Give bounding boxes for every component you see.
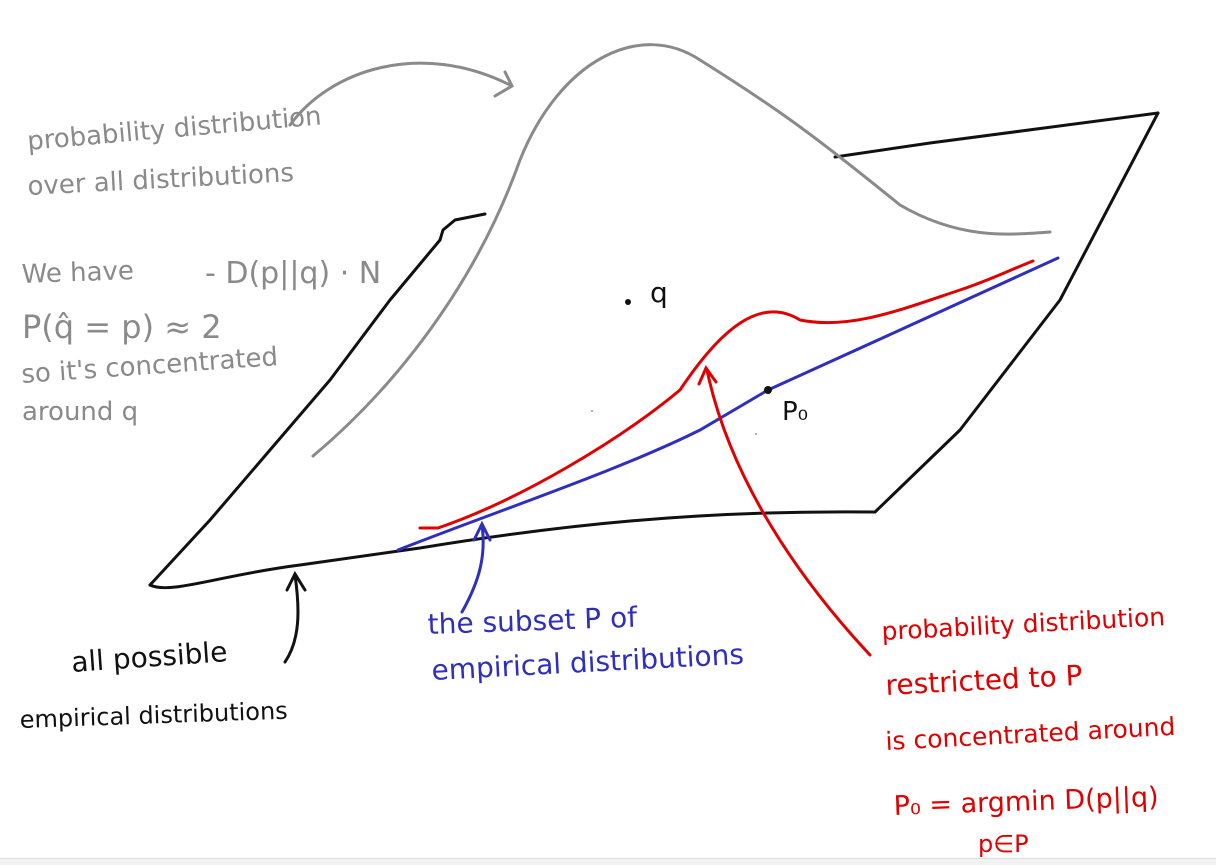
red-note-line2: restricted to P xyxy=(885,659,1084,702)
blue-note-line2: empirical distributions xyxy=(431,638,745,687)
bottom-bar xyxy=(0,858,1216,865)
red-note: probability distribution restricted to P… xyxy=(881,602,1176,858)
blue-note: the subset P of empirical distributions xyxy=(427,601,745,687)
point-p0 xyxy=(764,386,772,394)
black-note-line1: all possible xyxy=(70,635,228,679)
restricted-distribution-curve xyxy=(418,259,1035,530)
formula-note-line4: around q xyxy=(22,397,138,427)
plane-left-edge xyxy=(148,238,442,587)
gray-note-line1: probability distribution xyxy=(26,101,323,157)
black-note-line2: empirical distributions xyxy=(19,697,288,734)
curved-arrow-icon xyxy=(288,61,514,127)
q-label: q xyxy=(650,276,668,309)
up-arrow-icon xyxy=(697,364,872,657)
distribution-plane xyxy=(148,111,1160,590)
p0-label: P₀ xyxy=(782,397,808,427)
speck xyxy=(591,410,593,412)
plane-top-left-edge xyxy=(438,212,487,242)
up-arrow-icon xyxy=(460,520,492,614)
formula-note-exponent: - D(p||q) · N xyxy=(205,256,381,291)
bell-curve xyxy=(311,43,1052,458)
up-arrow-icon xyxy=(283,570,307,664)
formula-note-line2: P(q̂ = p) ≈ 2 xyxy=(22,308,222,346)
formula-note: We have - D(p||q) · N P(q̂ = p) ≈ 2 so i… xyxy=(20,256,381,427)
plane-right-edge xyxy=(873,111,1160,514)
red-note-line1: probability distribution xyxy=(881,602,1166,646)
formula-note-line1: We have xyxy=(21,256,134,290)
red-note-line4: P₀ = argmin D(p||q) xyxy=(893,782,1159,822)
subset-line xyxy=(396,256,1060,552)
plane-bottom-edge xyxy=(148,510,877,590)
point-q xyxy=(625,299,631,305)
black-note: all possible empirical distributions xyxy=(19,635,288,734)
gray-note-line2: over all distributions xyxy=(27,158,295,202)
gray-note: probability distribution over all distri… xyxy=(26,101,323,202)
blue-note-line1: the subset P of xyxy=(427,601,639,641)
plane-top-right-edge xyxy=(833,111,1160,159)
red-note-line5: p∈P xyxy=(978,830,1029,858)
formula-note-line3: so it's concentrated xyxy=(20,342,279,390)
speck xyxy=(755,433,757,435)
red-note-line3: is concentrated around xyxy=(885,712,1176,756)
